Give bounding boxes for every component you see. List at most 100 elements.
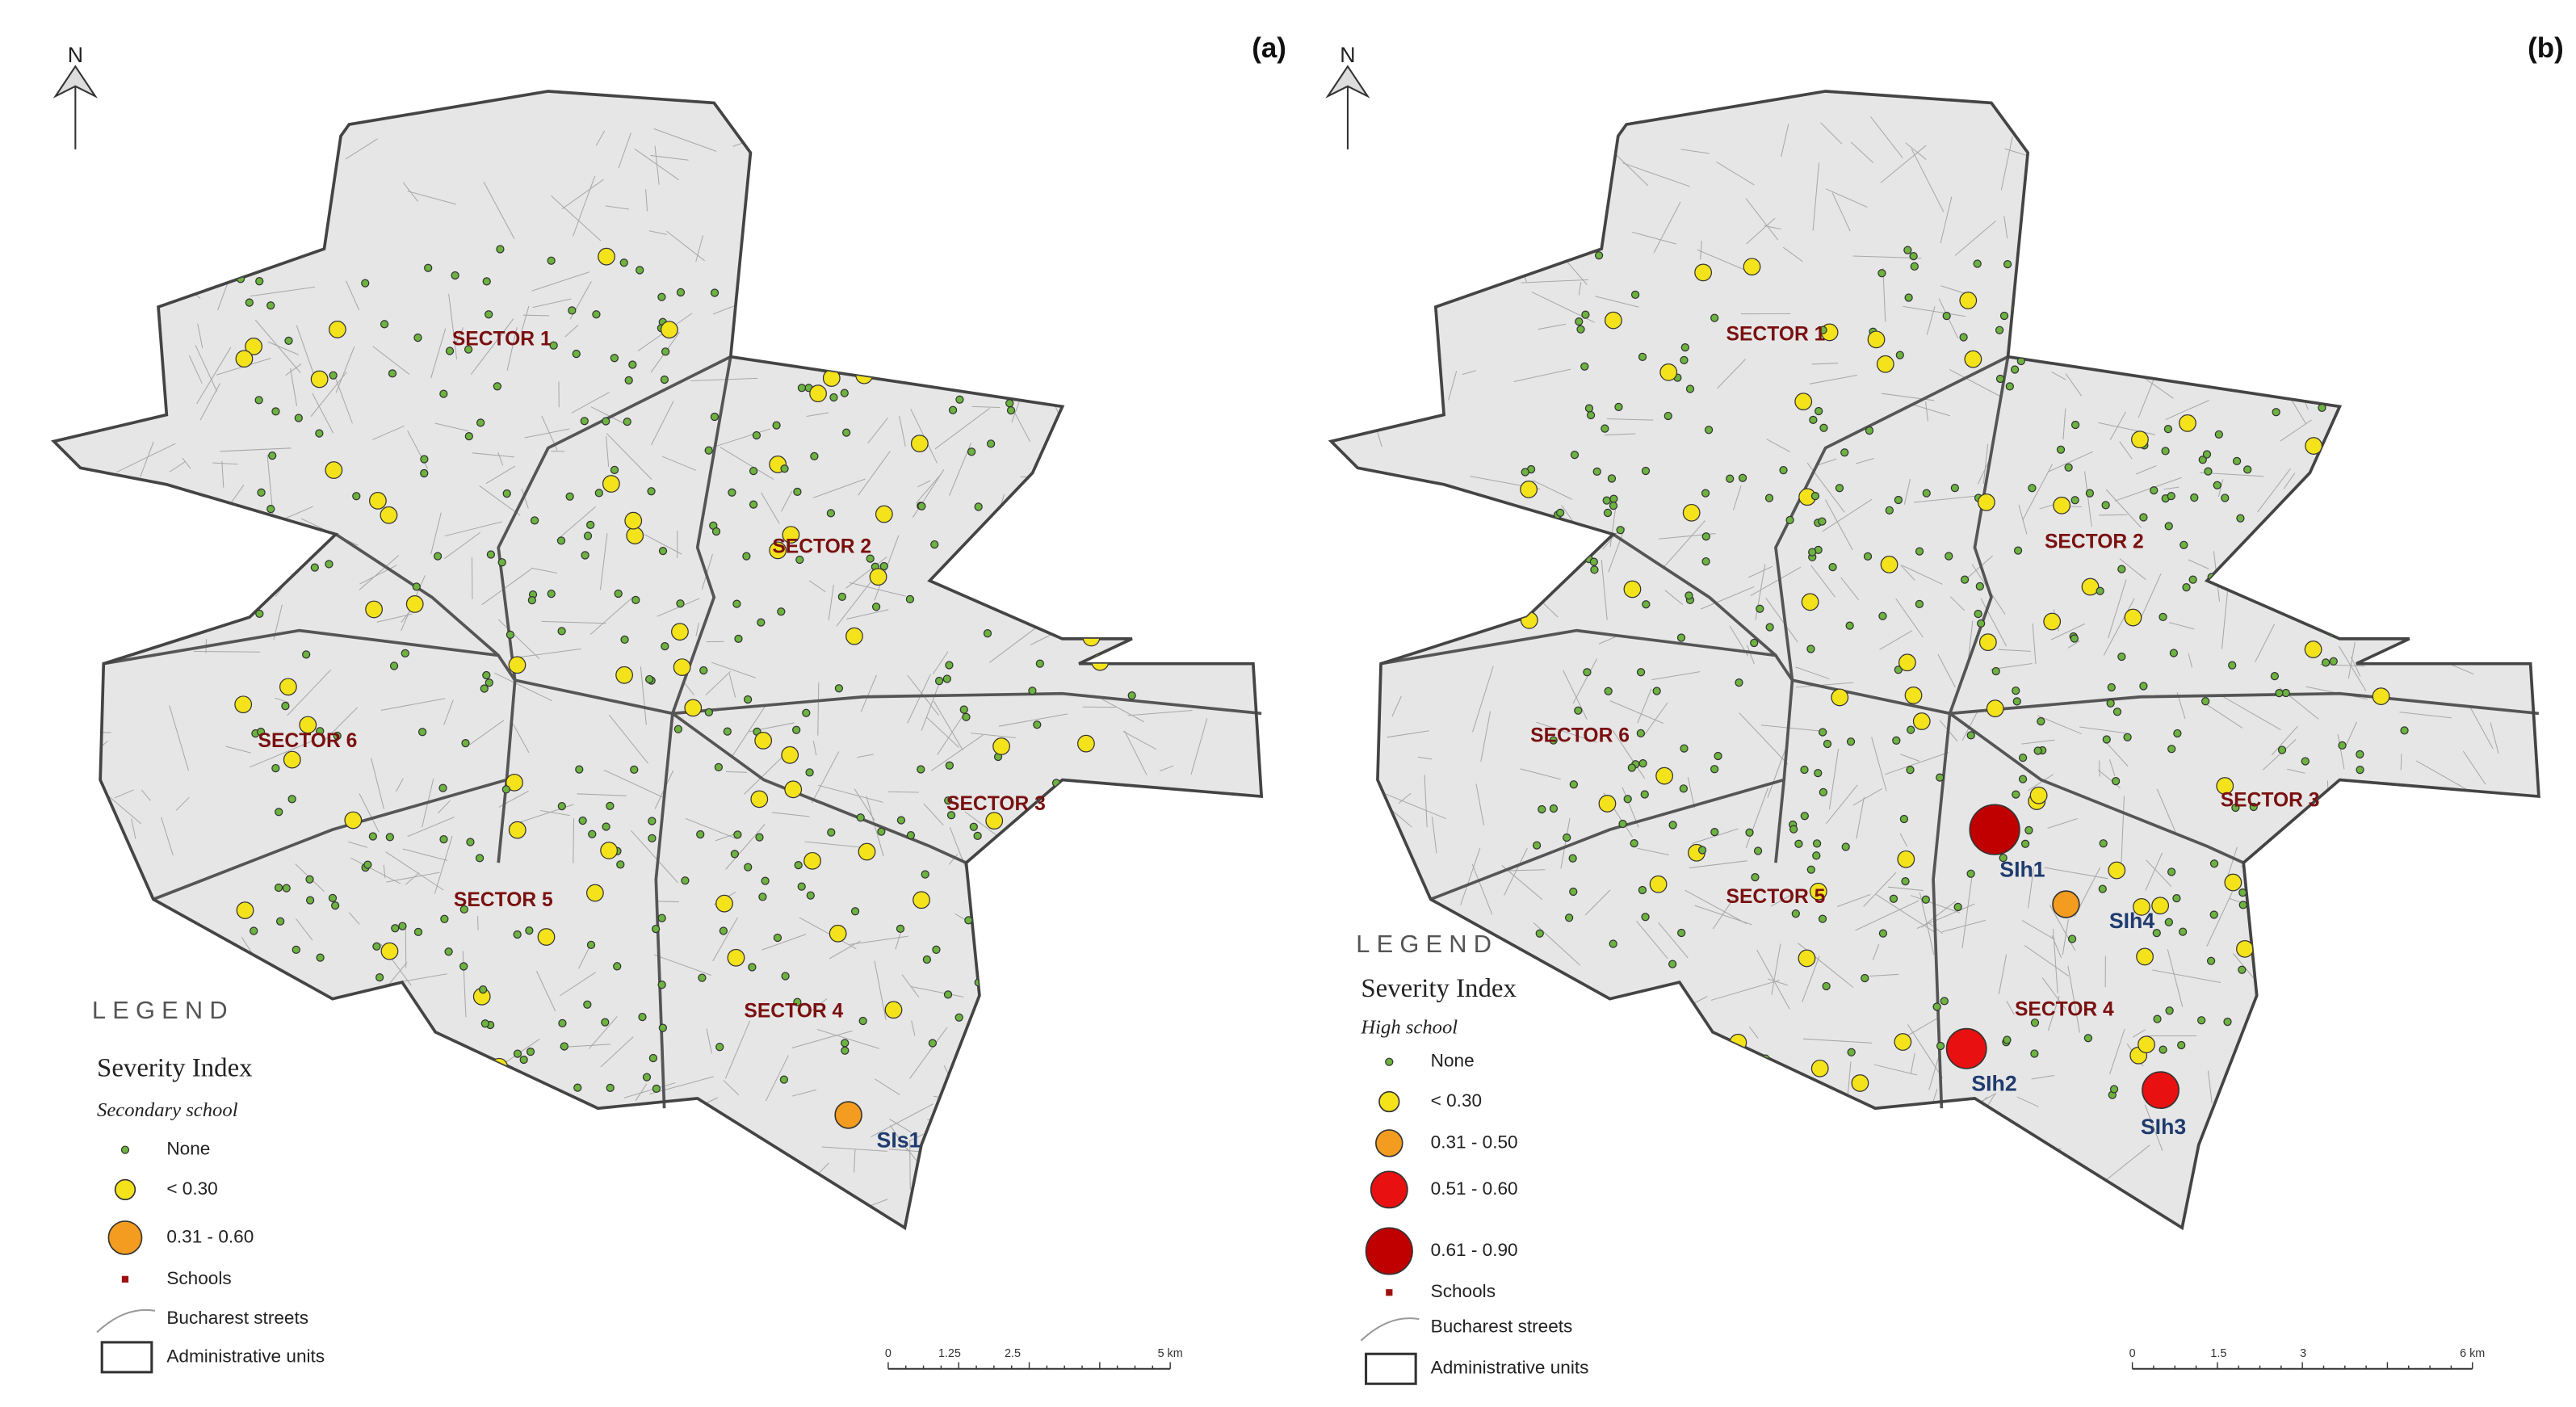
legend-symbol — [1378, 1090, 1400, 1113]
street — [1216, 528, 1220, 548]
street — [1900, 754, 1920, 762]
street — [1940, 285, 1968, 295]
school-none — [556, 536, 566, 545]
legend-symbol — [96, 1308, 156, 1334]
school-none — [1999, 311, 2009, 321]
school-none — [973, 831, 982, 841]
street — [2022, 464, 2054, 521]
street — [1697, 249, 1746, 271]
sector-label: SECTOR 5 — [1726, 886, 1826, 908]
street — [1321, 447, 1330, 467]
street — [745, 270, 816, 287]
sector-label: SECTOR 6 — [1530, 725, 1630, 747]
street — [290, 125, 296, 171]
school-none — [1922, 489, 1931, 498]
school-none — [1121, 897, 1130, 907]
street — [818, 784, 883, 803]
school-none — [1750, 638, 1759, 648]
street — [1202, 135, 1261, 162]
school-low — [780, 348, 799, 366]
school-none — [917, 502, 926, 510]
street — [1850, 141, 1874, 163]
hotspot-label: SIh3 — [2141, 1115, 2186, 1139]
school-low — [671, 623, 689, 641]
school-none — [2334, 797, 2343, 806]
school-none — [1814, 769, 1823, 778]
school-low — [2346, 389, 2364, 408]
school-low — [283, 750, 301, 769]
school-none — [934, 676, 944, 686]
street — [854, 788, 875, 821]
school-none — [2244, 317, 2254, 326]
school-none — [1614, 402, 1623, 412]
school-none — [657, 914, 666, 922]
street — [359, 565, 397, 585]
street — [2016, 1096, 2039, 1107]
school-none — [1638, 885, 1647, 895]
street — [595, 130, 606, 146]
street — [2517, 623, 2539, 636]
street — [212, 462, 238, 465]
street — [1344, 315, 1352, 386]
school-none — [896, 816, 906, 825]
street — [117, 540, 183, 554]
street — [199, 383, 221, 421]
street — [1051, 1077, 1120, 1080]
street — [249, 740, 313, 768]
street — [1802, 956, 1820, 1002]
school-none — [271, 407, 280, 416]
street — [1078, 1161, 1086, 1181]
school-low — [1904, 686, 1923, 704]
street — [1739, 712, 1789, 765]
street — [1124, 730, 1147, 775]
school-low — [2358, 993, 2377, 1011]
school-low — [1831, 688, 1849, 707]
school-none — [330, 901, 340, 910]
school-none — [1975, 582, 1984, 591]
school-low — [2138, 1035, 2155, 1054]
school-none — [614, 589, 623, 598]
admin-boundary — [1774, 355, 2009, 863]
street — [654, 145, 660, 185]
street — [2324, 126, 2330, 150]
street — [701, 553, 713, 590]
school-low — [2131, 430, 2149, 449]
school-none — [1815, 406, 1823, 416]
street — [522, 314, 550, 317]
school-none — [930, 540, 939, 549]
street — [857, 344, 872, 362]
street — [2103, 739, 2129, 766]
street — [946, 303, 992, 334]
street — [1825, 784, 1858, 825]
school-none — [297, 1069, 306, 1078]
school-none — [557, 801, 566, 811]
school-none — [932, 945, 941, 954]
street — [241, 1034, 304, 1044]
street — [1536, 158, 1539, 181]
admin-boundary — [514, 678, 1262, 716]
school-none — [2018, 753, 2028, 762]
school-none — [2070, 420, 2080, 430]
legend-title: LEGEND — [1356, 930, 1498, 958]
street — [1424, 775, 1428, 828]
street — [1398, 792, 1412, 804]
school-none — [266, 504, 275, 514]
street — [1795, 666, 1830, 680]
school-low — [1649, 875, 1668, 893]
school-none — [594, 489, 603, 498]
street — [169, 460, 186, 472]
school-none — [1800, 812, 1809, 821]
street — [2000, 136, 2013, 191]
street — [53, 288, 91, 330]
school-none — [1663, 411, 1672, 421]
school-none — [2082, 350, 2091, 359]
school-none — [2214, 430, 2223, 439]
school-none — [274, 535, 283, 544]
street — [1151, 153, 1165, 185]
street — [761, 934, 807, 951]
school-none — [2188, 575, 2197, 584]
street — [2207, 1070, 2213, 1104]
street — [462, 951, 467, 1018]
street — [1611, 1052, 1631, 1074]
street — [1925, 401, 1928, 422]
